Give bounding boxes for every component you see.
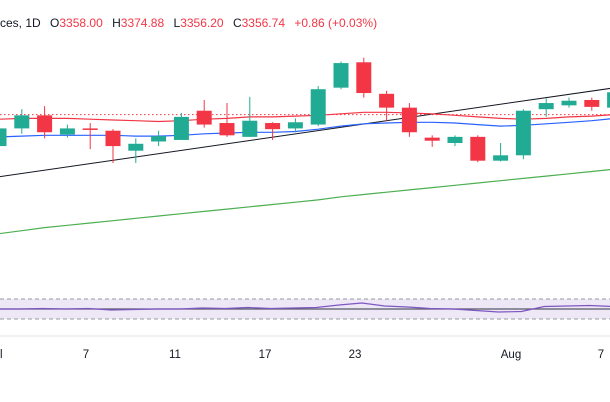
candle bbox=[447, 135, 463, 147]
candle-body bbox=[128, 143, 144, 151]
candle-body bbox=[105, 130, 121, 147]
candle bbox=[265, 122, 281, 140]
candle bbox=[14, 109, 30, 134]
x-tick-label: 7 bbox=[598, 349, 604, 361]
close-label: C bbox=[233, 16, 242, 30]
x-tick-label: 23 bbox=[349, 349, 362, 361]
candle bbox=[59, 124, 75, 138]
candle-body bbox=[219, 123, 235, 136]
candle-body bbox=[424, 137, 440, 141]
trend-line bbox=[0, 87, 610, 178]
candle-body bbox=[242, 120, 258, 137]
candle bbox=[401, 103, 417, 137]
candle bbox=[493, 143, 509, 162]
candle bbox=[82, 123, 98, 150]
candle-body bbox=[470, 136, 486, 161]
moving-average-red bbox=[0, 111, 610, 123]
candle-body bbox=[82, 128, 98, 130]
candle bbox=[561, 97, 577, 108]
candle bbox=[310, 86, 326, 127]
candle bbox=[287, 118, 303, 133]
candle bbox=[424, 135, 440, 147]
candle bbox=[333, 61, 349, 90]
x-tick-label: 11 bbox=[169, 349, 181, 361]
close-value: 3356.74 bbox=[242, 16, 286, 30]
ohlc-legend: ces, 1D O3358.00 H3374.88 L3356.20 C3356… bbox=[0, 16, 377, 30]
open-label: O bbox=[50, 16, 59, 30]
candle bbox=[37, 106, 53, 139]
candle-body bbox=[265, 123, 281, 130]
candle bbox=[242, 96, 258, 137]
low-label: L bbox=[174, 16, 181, 30]
candle-body bbox=[151, 136, 167, 142]
candle-body bbox=[379, 93, 395, 108]
candle-body bbox=[310, 89, 326, 125]
candle bbox=[128, 138, 144, 163]
candle-body bbox=[584, 99, 600, 107]
x-tick-label: 7 bbox=[83, 349, 89, 361]
high-label: H bbox=[112, 16, 121, 30]
symbol-interval: ces, 1D bbox=[0, 16, 41, 30]
candle-body bbox=[14, 115, 30, 129]
candle bbox=[607, 92, 610, 108]
moving-average-green bbox=[0, 169, 610, 235]
rsi-line bbox=[0, 302, 610, 313]
candle-body bbox=[0, 128, 7, 147]
x-axis: l 7 11 17 23 Aug 7 bbox=[0, 349, 604, 361]
candles bbox=[0, 57, 610, 163]
candle bbox=[379, 90, 395, 122]
candle-body bbox=[538, 103, 554, 110]
x-tick-label: Aug bbox=[501, 349, 521, 361]
candle-body bbox=[401, 107, 417, 133]
candle-body bbox=[515, 110, 531, 156]
overlays bbox=[0, 87, 610, 235]
candle-body bbox=[607, 92, 610, 108]
candle bbox=[356, 57, 372, 98]
candle bbox=[219, 103, 235, 137]
candle bbox=[515, 109, 531, 160]
candle bbox=[0, 128, 7, 147]
candle-body bbox=[447, 136, 463, 144]
candle-body bbox=[356, 62, 372, 94]
candle-body bbox=[493, 155, 509, 161]
x-tick-label: l bbox=[0, 349, 3, 361]
candle bbox=[538, 98, 554, 117]
candle bbox=[151, 130, 167, 147]
open-value: 3358.00 bbox=[59, 16, 103, 30]
candle bbox=[173, 113, 189, 140]
low-value: 3356.20 bbox=[180, 16, 224, 30]
candle bbox=[470, 135, 486, 163]
candle bbox=[196, 99, 212, 128]
candle-body bbox=[287, 122, 303, 129]
high-value: 3374.88 bbox=[121, 16, 165, 30]
candle-body bbox=[173, 116, 189, 140]
rsi-pane bbox=[0, 298, 610, 320]
candle bbox=[584, 97, 600, 111]
candle-body bbox=[59, 128, 75, 135]
candle-body bbox=[196, 110, 212, 125]
candle bbox=[105, 129, 121, 163]
candle-body bbox=[333, 63, 349, 88]
candle-body bbox=[561, 100, 577, 106]
change-value: +0.86 (+0.03%) bbox=[294, 16, 377, 30]
x-tick-label: 17 bbox=[259, 349, 272, 361]
moving-average-blue bbox=[0, 118, 610, 138]
candle-body bbox=[37, 115, 53, 133]
